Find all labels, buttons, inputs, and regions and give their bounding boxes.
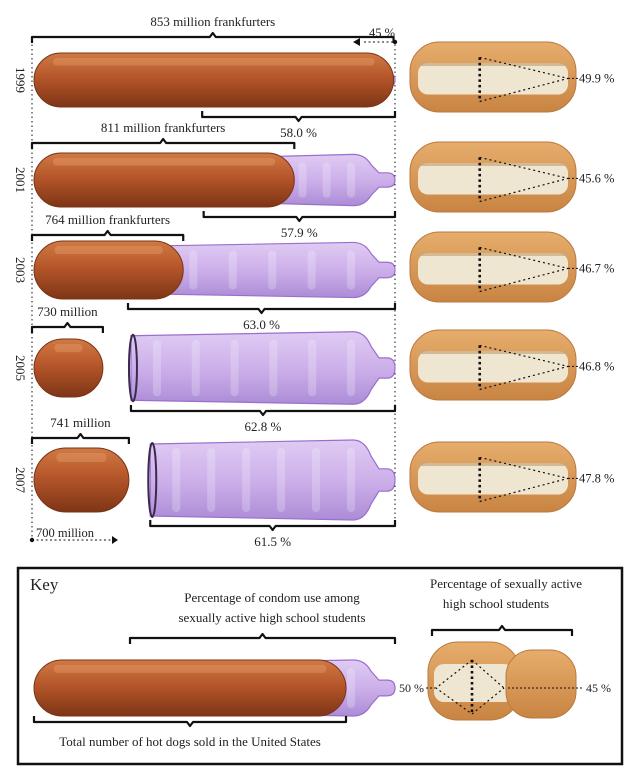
hotdog-bracket-1999 [30, 31, 395, 43]
key-bun-bracket [430, 624, 574, 636]
sausage-2003 [33, 240, 184, 300]
key-title: Key [30, 575, 59, 594]
condom-value-label-2003: 63.0 % [243, 317, 280, 332]
hotdog-value-label-1999: 853 million frankfurters [150, 14, 275, 29]
bun-2001: 45.6 % [409, 141, 614, 213]
condom-bracket-2003 [126, 303, 397, 315]
year-label-1999: 1999 [13, 67, 28, 93]
key-sausage [33, 659, 347, 717]
key-box [16, 566, 624, 766]
condom-bracket-1999 [201, 111, 397, 123]
condom-bracket-2001 [202, 211, 397, 223]
condom-bracket-2007 [149, 520, 397, 532]
sausage-1999 [33, 52, 395, 108]
hotdog-bracket-2007 [30, 432, 130, 444]
year-label-2001: 2001 [13, 167, 28, 193]
hotdog-value-label-2007: 741 million [50, 415, 111, 430]
hotdog-bracket-2001 [30, 137, 296, 149]
axis-start-label: 700 million [36, 526, 95, 540]
sausage-2007 [33, 447, 130, 513]
sausage-2005 [33, 338, 104, 398]
hotdog-value-label-2005: 730 million [37, 304, 98, 319]
condom-value-label-1999: 58.0 % [280, 125, 317, 140]
condom-value-label-2007: 61.5 % [254, 534, 291, 549]
year-label-2005: 2005 [13, 355, 28, 381]
bun-2003: 46.7 % [409, 231, 614, 303]
key-bun-line2: high school students [443, 596, 549, 611]
year-label-2007: 2007 [13, 467, 28, 494]
key-hotdog-caption: Total number of hot dogs sold in the Uni… [59, 734, 321, 749]
hotdog-value-label-2003: 764 million frankfurters [45, 212, 170, 227]
condom-scale-arrowhead [353, 38, 360, 46]
bun-value-label-2007: 47.8 % [579, 471, 614, 485]
hotdog-value-label-2001: 811 million frankfurters [101, 120, 225, 135]
condom-2005 [127, 331, 396, 405]
condom-value-label-2001: 57.9 % [281, 225, 318, 240]
condom-2003 [125, 241, 396, 299]
hotdog-bracket-2005 [30, 321, 104, 333]
key-bun-right-label: 45 % [586, 681, 611, 695]
bun-value-label-2003: 46.7 % [579, 261, 614, 275]
key-bun-left-label: 50 % [399, 681, 424, 695]
axis-start-arrowhead [112, 536, 118, 544]
bun-2005: 46.8 % [409, 329, 614, 401]
bun-value-label-2005: 46.8 % [579, 359, 614, 373]
sausage-2001 [33, 152, 295, 208]
condom-value-label-2005: 62.8 % [245, 419, 282, 434]
year-label-2003: 2003 [13, 257, 28, 283]
key-condom-line1: Percentage of condom use among [184, 590, 360, 605]
hotdog-bracket-2003 [30, 229, 185, 241]
key-bun [426, 641, 582, 721]
bun-value-label-2001: 45.6 % [579, 171, 614, 185]
condom-bracket-2005 [129, 405, 397, 417]
condom-2007 [147, 439, 396, 521]
key-condom-bracket [128, 632, 397, 644]
key-condom-line2: sexually active high school students [178, 610, 365, 625]
bun-value-label-1999: 49.9 % [579, 71, 614, 85]
bun-1999: 49.9 % [409, 41, 614, 113]
key-bun-line1: Percentage of sexually active [430, 576, 582, 591]
key-hotdog-bracket [32, 716, 348, 728]
bun-2007: 47.8 % [409, 441, 614, 513]
